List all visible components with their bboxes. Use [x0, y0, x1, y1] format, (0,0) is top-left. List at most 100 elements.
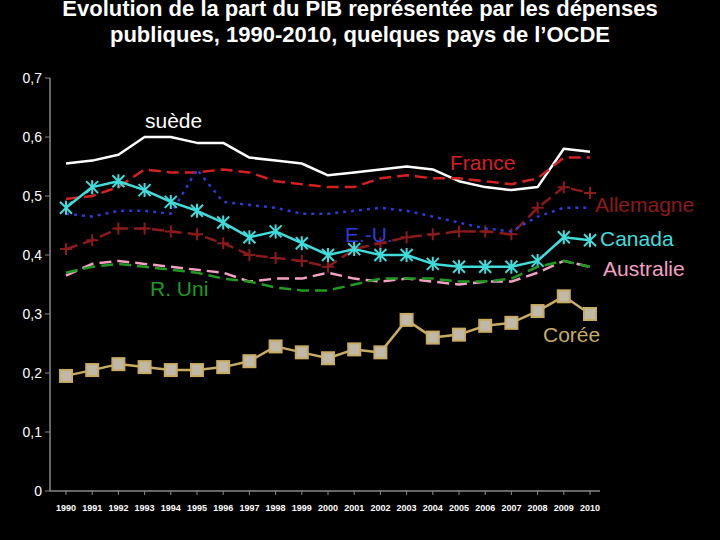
y-axis [49, 78, 51, 491]
marker [165, 225, 177, 237]
marker [165, 195, 177, 209]
x-tick [537, 491, 538, 495]
series-line [66, 181, 590, 267]
marker [243, 230, 255, 244]
x-tick [459, 491, 460, 495]
x-tick [354, 491, 355, 495]
x-tick-label: 1997 [239, 503, 259, 513]
marker [505, 317, 517, 329]
marker [165, 364, 177, 376]
marker [60, 243, 72, 255]
marker [322, 261, 334, 273]
series-label: France [450, 151, 515, 174]
marker [532, 202, 544, 214]
marker [348, 343, 360, 355]
marker [374, 346, 386, 358]
x-tick [144, 491, 145, 495]
marker [322, 248, 334, 262]
x-tick-label: 1996 [213, 503, 233, 513]
series-label: Corée [543, 323, 600, 346]
x-tick-label: 2000 [318, 503, 338, 513]
y-tick [45, 78, 50, 79]
marker [322, 352, 334, 364]
marker [86, 234, 98, 246]
marker [243, 249, 255, 261]
marker [139, 361, 151, 373]
series-label: E.-U. [345, 223, 393, 246]
y-tick [45, 491, 50, 492]
series-label: R. Uni [150, 277, 208, 300]
y-tick-label: 0,2 [23, 365, 43, 381]
marker [479, 260, 491, 274]
y-tick-label: 0,5 [23, 188, 43, 204]
x-tick [66, 491, 67, 495]
marker [60, 201, 72, 215]
y-tick [45, 314, 50, 315]
series-label: Canada [600, 227, 674, 250]
x-tick-label: 1995 [187, 503, 207, 513]
marker [243, 355, 255, 367]
x-tick-label: 1991 [82, 503, 102, 513]
x-tick-label: 1990 [56, 503, 76, 513]
x-tick-label: 2007 [501, 503, 521, 513]
title: Evolution de la part du PIB représentée … [10, 0, 710, 48]
marker [532, 305, 544, 317]
marker [139, 183, 151, 197]
marker [558, 230, 570, 244]
x-tick [563, 491, 564, 495]
y-tick [45, 196, 50, 197]
marker [191, 364, 203, 376]
x-tick-label: 2003 [397, 503, 417, 513]
marker [270, 340, 282, 352]
marker [86, 180, 98, 194]
marker [112, 222, 124, 234]
x-tick-label: 2006 [475, 503, 495, 513]
series-label: suède [145, 109, 202, 132]
x-tick [406, 491, 407, 495]
marker [296, 346, 308, 358]
marker [558, 290, 570, 302]
marker [453, 329, 465, 341]
chart: 00,10,20,30,40,50,60,7199019911992199319… [0, 0, 720, 540]
x-tick-label: 1994 [161, 503, 181, 513]
x-tick-label: 1998 [266, 503, 286, 513]
x-tick [328, 491, 329, 495]
marker [453, 225, 465, 237]
marker [112, 358, 124, 370]
marker [401, 248, 413, 262]
y-tick-label: 0,1 [23, 424, 43, 440]
x-tick [197, 491, 198, 495]
y-tick [45, 255, 50, 256]
series-line [66, 296, 590, 376]
y-tick [45, 137, 50, 138]
series-line [66, 169, 590, 231]
y-tick-label: 0,4 [23, 247, 43, 263]
marker [584, 233, 596, 247]
marker [427, 257, 439, 271]
marker [296, 236, 308, 250]
marker [427, 228, 439, 240]
series-line [66, 261, 590, 291]
x-axis [50, 490, 600, 492]
marker [401, 231, 413, 243]
marker [296, 255, 308, 267]
marker [112, 174, 124, 188]
marker [191, 204, 203, 218]
marker [584, 308, 596, 320]
series-line [66, 261, 590, 285]
marker [139, 222, 151, 234]
marker [558, 181, 570, 193]
x-tick-label: 1993 [135, 503, 155, 513]
series-label: Australie [603, 257, 685, 280]
marker [217, 361, 229, 373]
marker [270, 252, 282, 264]
series-label: Allemagne [595, 193, 694, 216]
x-tick-label: 2008 [528, 503, 548, 513]
y-tick [45, 373, 50, 374]
x-tick [432, 491, 433, 495]
marker [401, 314, 413, 326]
marker [374, 248, 386, 262]
y-tick-label: 0,7 [23, 70, 43, 86]
x-tick [249, 491, 250, 495]
x-tick [170, 491, 171, 495]
